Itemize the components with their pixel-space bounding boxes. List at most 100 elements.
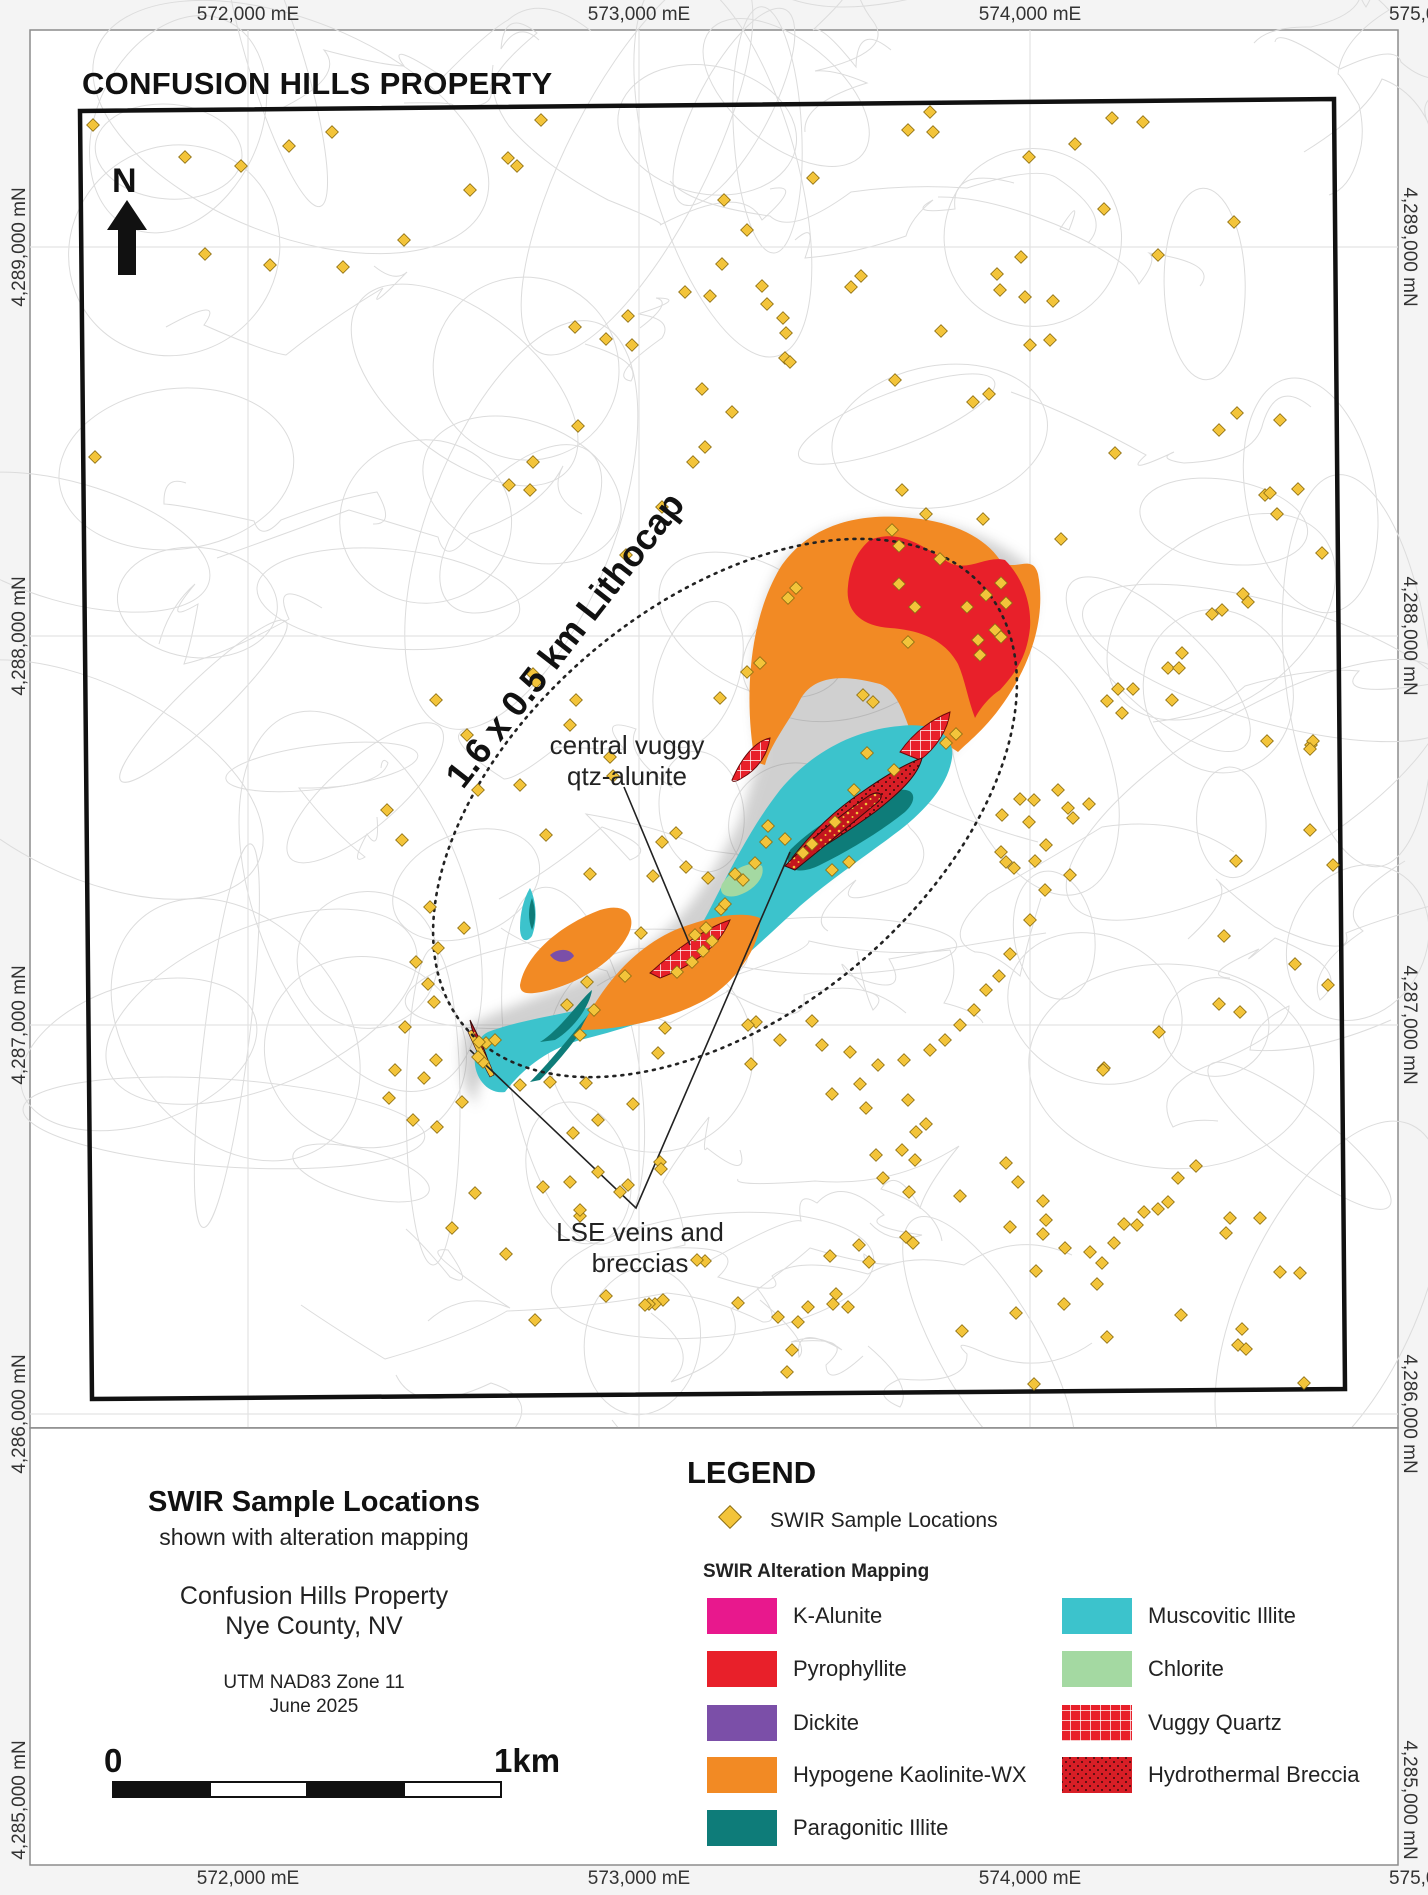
legend-swatch-vuggy-quartz: [1062, 1705, 1132, 1741]
northing-label-4287000-right: 4,287,000 mN: [1399, 965, 1420, 1085]
swir-sample-marker: [753, 656, 767, 670]
swir-sample-marker: [325, 125, 339, 139]
swir-sample-marker: [979, 588, 993, 602]
swir-sample-marker: [1061, 801, 1075, 815]
swir-sample-marker: [976, 512, 990, 526]
swir-sample-marker: [744, 1057, 758, 1071]
contour-line: [831, 363, 1048, 509]
contour-line: [92, 0, 490, 255]
swir-sample-marker: [895, 483, 909, 497]
swir-sample-marker: [471, 1050, 485, 1064]
swir-sample-marker: [430, 1120, 444, 1134]
swir-sample-marker: [806, 171, 820, 185]
swir-sample-marker: [1111, 682, 1125, 696]
contour-line: [959, 823, 1235, 977]
contour-line: [263, 956, 468, 1149]
legend-swatch-dickite: [707, 1705, 777, 1741]
swir-sample-marker: [979, 983, 993, 997]
swir-sample-marker: [1230, 406, 1244, 420]
swir-sample-marker: [923, 1043, 937, 1057]
swir-sample-marker: [488, 1033, 502, 1047]
swir-sample-marker: [826, 1297, 840, 1311]
swir-sample-marker: [776, 311, 790, 325]
swir-sample-marker: [634, 926, 648, 940]
contour-line: [759, 1299, 864, 1376]
swir-sample-marker: [1007, 861, 1021, 875]
swir-sample-marker: [994, 576, 1008, 590]
swir-sample-marker: [1303, 742, 1317, 756]
contour-line: [105, 908, 418, 1105]
swir-sample-marker: [398, 1020, 412, 1034]
swir-sample-marker: [1036, 1227, 1050, 1241]
swir-sample-marker: [856, 688, 870, 702]
easting-label-572000-bottom: 572,000 mE: [196, 1868, 300, 1889]
contour-line: [669, 1244, 1073, 1289]
swir-sample-marker: [919, 1117, 933, 1131]
legend-label-muscovitic-illite: Muscovitic Illite: [1148, 1603, 1296, 1628]
contour-line: [58, 387, 295, 551]
swir-sample-marker: [1036, 1194, 1050, 1208]
swir-sample-marker: [1117, 1217, 1131, 1231]
swir-sample-marker: [828, 815, 842, 829]
swir-sample-marker: [783, 355, 797, 369]
swir-sample-marker: [669, 826, 683, 840]
swir-sample-marker: [423, 900, 437, 914]
swir-sample-marker: [901, 635, 915, 649]
swir-sample-marker: [1273, 413, 1287, 427]
scale-end-label: 1km: [494, 1742, 561, 1779]
legend-label-paragonitic-illite: Paragonitic Illite: [793, 1815, 949, 1840]
swir-sample-marker: [760, 297, 774, 311]
contour-line: [1253, 0, 1371, 44]
north-arrow-icon: [107, 200, 147, 275]
swir-sample-marker: [460, 728, 474, 742]
swir-sample-marker: [1130, 1218, 1144, 1232]
swir-sample-marker: [563, 718, 577, 732]
swir-sample-marker: [844, 280, 858, 294]
graticule: [30, 30, 1398, 1428]
swir-sample-marker: [626, 1097, 640, 1111]
contour-line: [650, 1247, 893, 1383]
swir-sample-marker: [686, 455, 700, 469]
contour-line: [1106, 512, 1337, 721]
contour-line: [405, 1228, 511, 1322]
swir-sample-marker: [1100, 1330, 1114, 1344]
swir-sample-marker: [1227, 215, 1241, 229]
swir-sample-marker: [715, 257, 729, 271]
swir-sample-marker: [761, 819, 775, 833]
contour-line: [1012, 870, 1096, 1000]
legend-label-hydrothermal-breccia: Hydrothermal Breccia: [1148, 1762, 1360, 1787]
panel-subtitle: shown with alteration mapping: [159, 1524, 469, 1550]
swir-sample-marker: [282, 139, 296, 153]
easting-label-572000-top: 572,000 mE: [196, 4, 300, 25]
swir-sample-marker: [852, 1238, 866, 1252]
legend-label-dickite: Dickite: [793, 1710, 860, 1735]
contour-line: [1196, 766, 1267, 879]
contour-line: [617, 63, 798, 196]
swir-sample-marker: [1137, 1205, 1151, 1219]
legend-swatch-paragonitic-illite: [707, 1810, 777, 1846]
swir-sample-marker: [1115, 706, 1129, 720]
contour-line: [1007, 932, 1183, 1085]
swir-sample-marker: [780, 1365, 794, 1379]
swir-sample-marker: [1136, 115, 1150, 129]
legend-sample-swatch: [717, 1504, 743, 1530]
swir-sample-marker: [1100, 694, 1114, 708]
contour-line: [163, 480, 386, 532]
northing-label-4285000-right: 4,285,000 mN: [1399, 1740, 1420, 1860]
swir-sample-marker: [455, 1095, 469, 1109]
contour-line: [238, 710, 483, 1093]
panel-property: Confusion Hills Property: [179, 1582, 449, 1610]
contour-line: [658, 750, 745, 873]
legend-swatch-chlorite: [1062, 1651, 1132, 1687]
swir-sample-marker: [471, 783, 485, 797]
contour-line: [116, 546, 278, 659]
legend-label-k-alunite: K-Alunite: [793, 1603, 883, 1628]
swir-sample-marker: [1038, 883, 1052, 897]
swir-sample-marker: [1022, 150, 1036, 164]
swir-sample-marker: [949, 727, 963, 741]
zone-paragonitic-illite-south: [540, 990, 592, 1042]
swir-sample-marker: [955, 1324, 969, 1338]
swir-sample-marker: [1107, 1236, 1121, 1250]
swir-sample-marker: [966, 395, 980, 409]
swir-sample-marker: [1288, 957, 1302, 971]
